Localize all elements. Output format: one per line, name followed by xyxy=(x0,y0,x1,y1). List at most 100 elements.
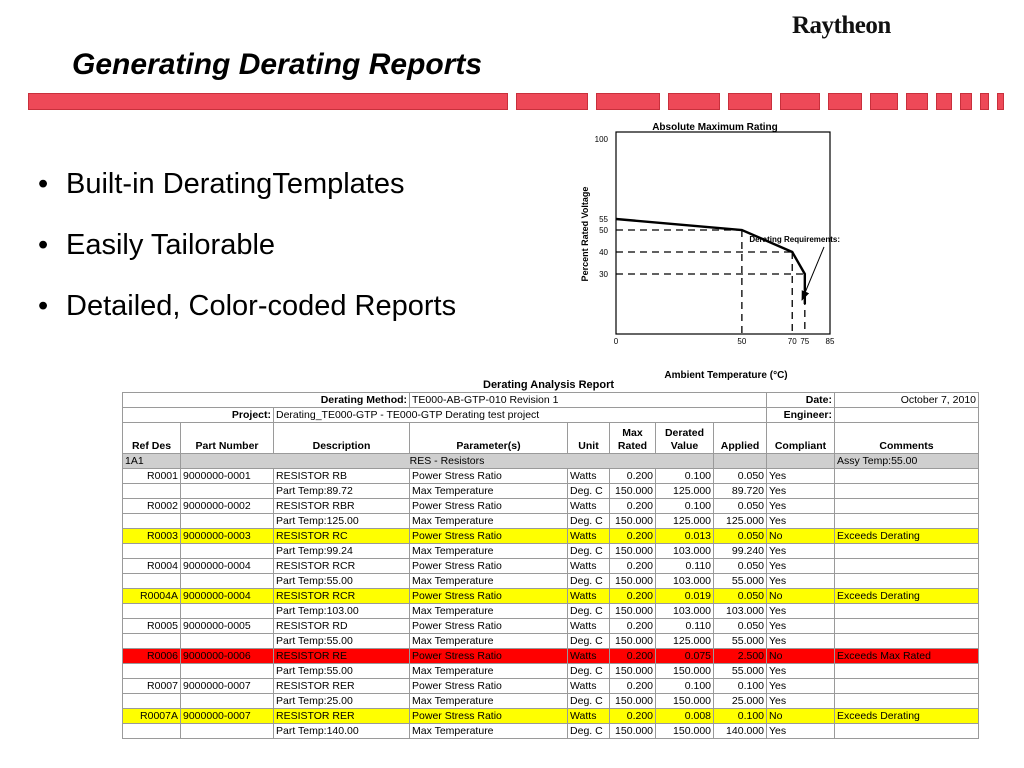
parameter-cell: Power Stress Ratio xyxy=(409,678,569,694)
max-rated-cell: 0.200 xyxy=(609,498,657,514)
report-title: Derating Analysis Report xyxy=(483,379,615,391)
table-row: R0002 9000000-0002 RESISTOR RBR Power Stres… xyxy=(122,498,980,514)
part-number-cell xyxy=(180,633,274,649)
x-tick-label: 70 xyxy=(788,337,797,346)
unit-cell: Deg. C xyxy=(567,663,611,679)
comments-cell xyxy=(834,468,980,484)
parameter-cell: Power Stress Ratio xyxy=(409,468,569,484)
y-tick-label: 100 xyxy=(595,135,609,144)
x-tick-label: 75 xyxy=(800,337,809,346)
parameter-cell: Max Temperature xyxy=(409,543,569,559)
derated-value-cell: 125.000 xyxy=(655,633,715,649)
derating-curve xyxy=(615,217,807,304)
parameter-cell: Power Stress Ratio xyxy=(409,618,569,634)
accent-bar xyxy=(728,93,772,110)
description-cell: RESISTOR RCR xyxy=(272,558,411,574)
table-row: R0003 9000000-0003 RESISTOR RC Power Stress… xyxy=(122,528,980,544)
y-tick-label: 55 xyxy=(599,215,608,224)
max-rated-cell: 0.200 xyxy=(609,708,657,724)
column-header: Parameter(s) xyxy=(409,422,569,454)
ref-des-cell: R0004 xyxy=(122,558,181,574)
derated-value-cell: 0.019 xyxy=(655,588,715,604)
compliant-cell: Yes xyxy=(766,663,836,679)
parameter-cell: Power Stress Ratio xyxy=(409,558,569,574)
compliant-cell: Yes xyxy=(766,543,836,559)
applied-cell: 0.050 xyxy=(713,588,768,604)
part-number-cell: 9000000-0004 xyxy=(180,558,274,574)
comments-cell: Exceeds Derating xyxy=(834,528,980,544)
column-header: Max Rated xyxy=(609,422,657,454)
derated-value-cell: 150.000 xyxy=(655,723,715,739)
column-header: Unit xyxy=(567,422,611,454)
accent-bar xyxy=(28,93,508,110)
part-number-cell: 9000000-0005 xyxy=(180,618,274,634)
parameter-cell: Power Stress Ratio xyxy=(409,588,569,604)
group-row: 1A1 RES - Resistors Assy Temp:55.00 xyxy=(122,453,980,469)
y-axis-label: Percent Rated Voltage xyxy=(580,187,590,282)
unit-cell: Deg. C xyxy=(567,723,611,739)
table-row: Part Temp:140.00 Max Temperature Deg. C 150… xyxy=(122,723,980,739)
description-cell: Part Temp:25.00 xyxy=(272,693,411,709)
part-number-cell xyxy=(180,573,274,589)
description-cell: RESISTOR RER xyxy=(272,678,411,694)
max-rated-cell: 150.000 xyxy=(609,693,657,709)
part-number-cell xyxy=(180,693,274,709)
project-label: Project: xyxy=(122,407,274,423)
applied-cell: 103.000 xyxy=(713,603,768,619)
table-row: Part Temp:55.00 Max Temperature Deg. C 150.… xyxy=(122,663,980,679)
compliant-cell: No xyxy=(766,588,836,604)
ref-des-cell: R0004A xyxy=(122,588,181,604)
description-cell: RESISTOR RC xyxy=(272,528,411,544)
max-rated-cell: 150.000 xyxy=(609,483,657,499)
applied-cell: 89.720 xyxy=(713,483,768,499)
table-row: R0007A 9000000-0007 RESISTOR RER Power Stre… xyxy=(122,708,980,724)
comments-cell xyxy=(834,603,980,619)
table-row: Part Temp:25.00 Max Temperature Deg. C 150.… xyxy=(122,693,980,709)
max-rated-cell: 150.000 xyxy=(609,543,657,559)
y-tick-labels: 100 55 50 40 30 xyxy=(595,135,609,279)
raytheon-logo: Raytheon xyxy=(792,12,891,39)
derated-value-cell: 103.000 xyxy=(655,573,715,589)
compliant-cell: Yes xyxy=(766,603,836,619)
derated-value-cell: 0.110 xyxy=(655,618,715,634)
applied-cell: 55.000 xyxy=(713,633,768,649)
description-cell: RESISTOR RBR xyxy=(272,498,411,514)
date-label: Date: xyxy=(766,392,836,408)
description-cell: RESISTOR RCR xyxy=(272,588,411,604)
unit-cell: Watts xyxy=(567,678,611,694)
description-cell: Part Temp:55.00 xyxy=(272,663,411,679)
derated-value-cell: 0.110 xyxy=(655,558,715,574)
parameter-cell: Max Temperature xyxy=(409,603,569,619)
part-number-cell: 9000000-0003 xyxy=(180,528,274,544)
max-rated-cell: 0.200 xyxy=(609,678,657,694)
max-rated-cell: 150.000 xyxy=(609,603,657,619)
parameter-cell: Max Temperature xyxy=(409,633,569,649)
ref-des-cell: R0002 xyxy=(122,498,181,514)
comments-cell xyxy=(834,723,980,739)
dashed-guides xyxy=(616,229,806,334)
accent-bar xyxy=(828,93,862,110)
table-row: Part Temp:103.00 Max Temperature Deg. C 150… xyxy=(122,603,980,619)
applied-cell: 25.000 xyxy=(713,693,768,709)
slide-title: Generating Derating Reports xyxy=(72,48,483,81)
parameter-cell: Power Stress Ratio xyxy=(409,708,569,724)
group-ref: 1A1 xyxy=(122,453,181,469)
x-tick-label: 85 xyxy=(826,337,835,346)
max-rated-cell: 0.200 xyxy=(609,528,657,544)
ref-des-cell xyxy=(122,723,181,739)
x-tick-label: 0 xyxy=(614,337,619,346)
comments-cell xyxy=(834,663,980,679)
compliant-cell: Yes xyxy=(766,498,836,514)
derated-value-cell: 103.000 xyxy=(655,543,715,559)
part-number-cell xyxy=(180,483,274,499)
method-value: TE000-AB-GTP-010 Revision 1 xyxy=(409,392,768,408)
derating-report-table: Derating Method: TE000-AB-GTP-010 Revisi… xyxy=(121,392,980,739)
compliant-cell: Yes xyxy=(766,618,836,634)
table-row: R0007 9000000-0007 RESISTOR RER Power Stres… xyxy=(122,678,980,694)
table-row: Part Temp:99.24 Max Temperature Deg. C 150.… xyxy=(122,543,980,559)
comments-cell: Exceeds Derating xyxy=(834,708,980,724)
description-cell: Part Temp:99.24 xyxy=(272,543,411,559)
part-number-cell: 9000000-0006 xyxy=(180,648,274,664)
bullet-list: • Built-in DeratingTemplates • Easily Tail… xyxy=(38,162,456,345)
bullet-item: • Easily Tailorable xyxy=(38,229,276,261)
